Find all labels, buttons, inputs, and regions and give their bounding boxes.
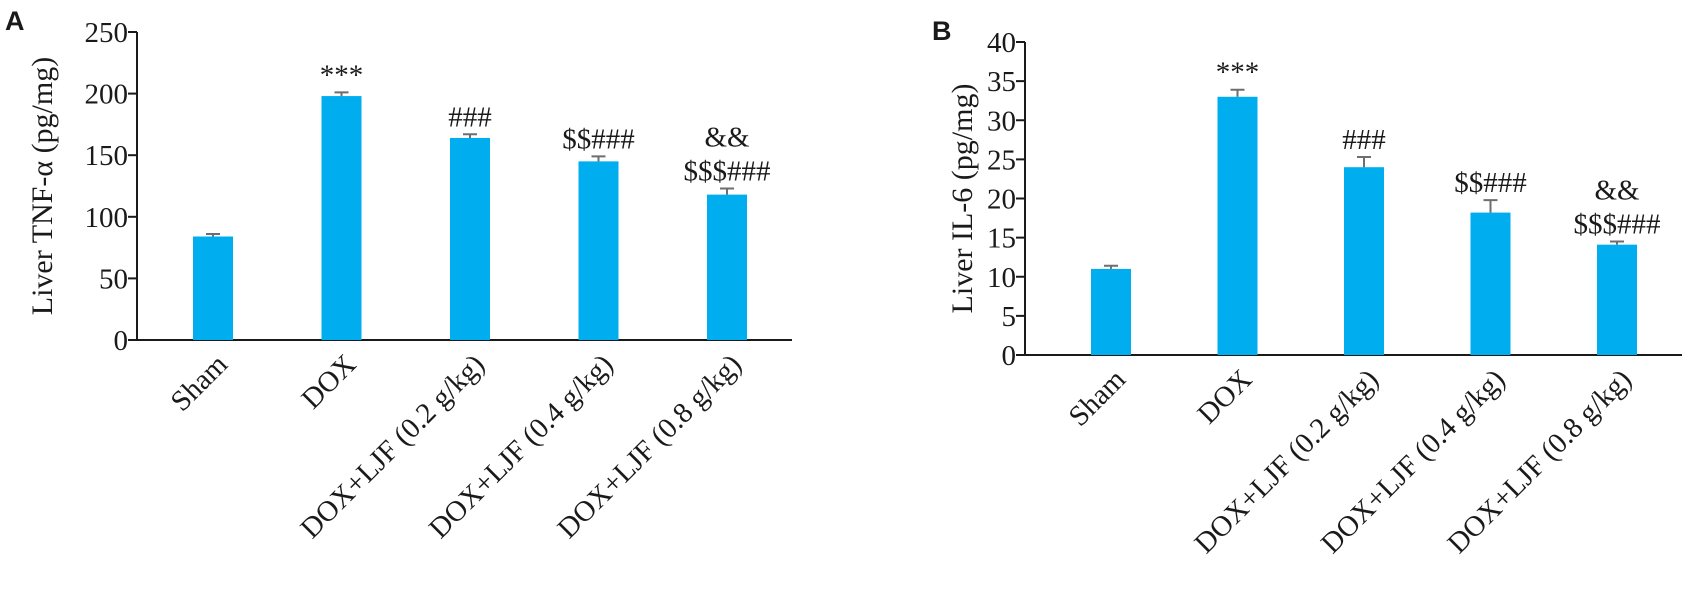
panel-a-error-bar	[720, 187, 734, 195]
panel-a-significance-label: ***	[320, 59, 364, 91]
panel-b-y-tick-label: 40	[987, 27, 1016, 59]
panel-b-y-tick-label: 30	[987, 105, 1016, 137]
panel-b-y-tick-label: 0	[1002, 340, 1017, 372]
panel-a-error-bar	[463, 133, 477, 138]
panel-a-bar	[450, 137, 490, 340]
panel-a-x-tick-label: Sham	[165, 348, 235, 418]
panel-a-chart: A 0 50 100 150 200 250 Liver TNF-α (pg/mg) Sham…	[5, 6, 792, 545]
panel-a-y-tick-label: 100	[85, 202, 129, 234]
panel-a-significance-label: &&	[704, 121, 750, 153]
panel-a-letter: A	[5, 6, 25, 36]
panel-b-y-tick-label: 10	[987, 262, 1016, 294]
panel-a-y-tick-label: 0	[114, 325, 129, 357]
panel-a-bar	[321, 96, 362, 341]
panel-a-bar	[193, 236, 233, 340]
panel-b-significance-label: ###	[1342, 124, 1386, 156]
panel-b-x-tick-label: Sham	[1063, 363, 1133, 433]
panel-b-significance-label: &&	[1594, 175, 1640, 207]
panel-b-letter: B	[932, 16, 952, 46]
panel-a-y-tick-label: 200	[85, 79, 129, 111]
panel-a-bar	[578, 161, 619, 340]
panel-b-bar	[1597, 244, 1637, 355]
panel-b-significance-label: $$$###	[1574, 209, 1661, 241]
panel-a-y-tick-label: 150	[85, 140, 129, 172]
panel-b-x-tick-label: DOX	[1191, 363, 1258, 430]
panel-b-error-bar	[1230, 88, 1245, 97]
panel-b-significance-label: ***	[1216, 57, 1260, 89]
panel-a-y-axis-title: Liver TNF-α (pg/mg)	[26, 57, 59, 315]
panel-b-bar	[1217, 96, 1258, 356]
panel-a-y-tick-label: 50	[99, 263, 128, 295]
panel-a-y-tick-label: 250	[85, 17, 129, 49]
panel-b-significance-label: $$###	[1454, 167, 1527, 199]
panel-b-bar	[1091, 268, 1131, 355]
panel-a-error-bar	[334, 91, 349, 97]
panel-a-significance-label: ###	[448, 101, 492, 133]
panel-b-error-bar	[1357, 156, 1371, 168]
panel-b-bar	[1470, 212, 1511, 355]
panel-b-bar	[1344, 167, 1384, 355]
panel-a-significance-label: $$###	[562, 123, 635, 155]
panel-b-y-tick-label: 25	[987, 144, 1016, 176]
panel-a-significance-label: $$$###	[684, 155, 771, 187]
panel-b-y-tick-label: 15	[987, 223, 1016, 255]
panel-b-y-tick-label: 35	[987, 66, 1016, 98]
panel-a-error-bar	[591, 155, 606, 162]
panel-b-error-bar	[1610, 240, 1624, 245]
panel-a-bar	[707, 194, 747, 340]
panel-b-y-tick-label: 5	[1002, 301, 1017, 333]
panel-b-y-axis-title: Liver IL-6 (pg/mg)	[946, 84, 979, 314]
panel-b-error-bar	[1483, 199, 1498, 213]
panel-a-x-tick-label: DOX	[295, 348, 362, 415]
panel-b-error-bar	[1104, 264, 1118, 269]
panel-a-error-bar	[206, 233, 220, 237]
panel-b-y-tick-label: 20	[987, 184, 1016, 216]
